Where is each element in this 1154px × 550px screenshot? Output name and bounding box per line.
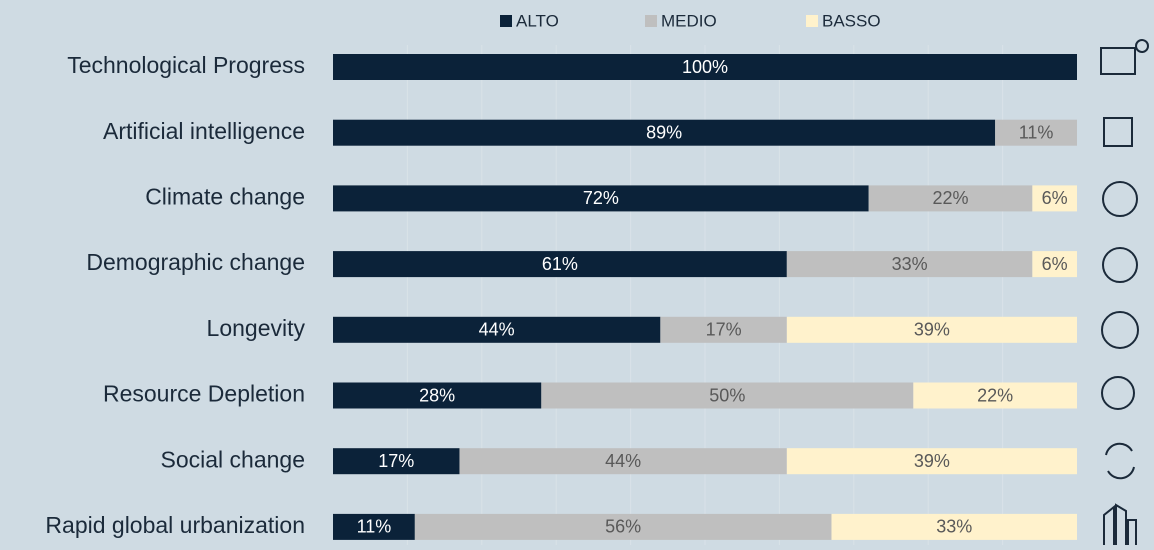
bar-segment [333, 119, 996, 146]
bar-segment [786, 251, 1033, 278]
value-label: 22% [933, 188, 969, 208]
category-label: Climate change [145, 183, 305, 209]
icon-tree [1101, 311, 1139, 349]
value-label: 100% [682, 57, 728, 77]
legend-swatch [500, 15, 512, 27]
category-label: Artificial intelligence [103, 118, 305, 144]
value-label: 61% [542, 254, 578, 274]
bar-segment [414, 513, 832, 540]
icons [1100, 39, 1149, 545]
icon-cycle [1105, 442, 1135, 480]
bar-segment [333, 448, 460, 475]
bar-segment [333, 316, 661, 343]
icon-people [1102, 247, 1138, 283]
bar-segment [459, 448, 787, 475]
value-label: 89% [646, 122, 682, 142]
value-label: 72% [583, 188, 619, 208]
value-label: 39% [914, 320, 950, 340]
category-label: Social change [161, 446, 306, 472]
value-label: 6% [1042, 254, 1068, 274]
category-label: Longevity [207, 315, 306, 341]
value-label: 33% [936, 517, 972, 537]
icon-computer [1100, 47, 1136, 75]
legend-swatch [806, 15, 818, 27]
value-label: 50% [709, 385, 745, 405]
bar-segment [333, 382, 542, 409]
icon-resource [1101, 376, 1135, 410]
bar-segment [786, 316, 1077, 343]
value-label: 33% [892, 254, 928, 274]
bar-segment [831, 513, 1077, 540]
value-label: 22% [977, 385, 1013, 405]
bar-segment [333, 185, 869, 212]
icon-chip [1103, 117, 1133, 147]
value-label: 44% [605, 451, 641, 471]
bar-segment [1032, 185, 1077, 212]
bar-segment [868, 185, 1033, 212]
category-label: Technological Progress [67, 52, 305, 78]
bar-segment [1032, 251, 1077, 278]
icon-city [1103, 503, 1137, 545]
category-label: Resource Depletion [103, 381, 305, 407]
icon-gear [1135, 39, 1149, 53]
bar-segment [333, 54, 1077, 80]
bar-segment [786, 448, 1077, 475]
bar-segment [541, 382, 914, 409]
value-label: 17% [706, 320, 742, 340]
icon-globe [1102, 181, 1138, 217]
legend-label: MEDIO [661, 11, 717, 30]
category-label: Rapid global urbanization [45, 512, 305, 538]
bar-segment [333, 251, 787, 278]
value-label: 44% [479, 320, 515, 340]
bar-segment [333, 513, 415, 540]
legend-label: ALTO [516, 11, 559, 30]
legend-label: BASSO [822, 11, 881, 30]
bar-segment [995, 119, 1077, 146]
value-label: 6% [1042, 188, 1068, 208]
value-label: 28% [419, 385, 455, 405]
category-label: Demographic change [86, 249, 305, 275]
value-label: 56% [605, 517, 641, 537]
value-label: 11% [1019, 122, 1054, 142]
value-label: 17% [378, 451, 414, 471]
value-label: 11% [357, 517, 392, 537]
bar-segment [913, 382, 1077, 409]
bar-segment [660, 316, 787, 343]
value-label: 39% [914, 451, 950, 471]
legend-swatch [645, 15, 657, 27]
